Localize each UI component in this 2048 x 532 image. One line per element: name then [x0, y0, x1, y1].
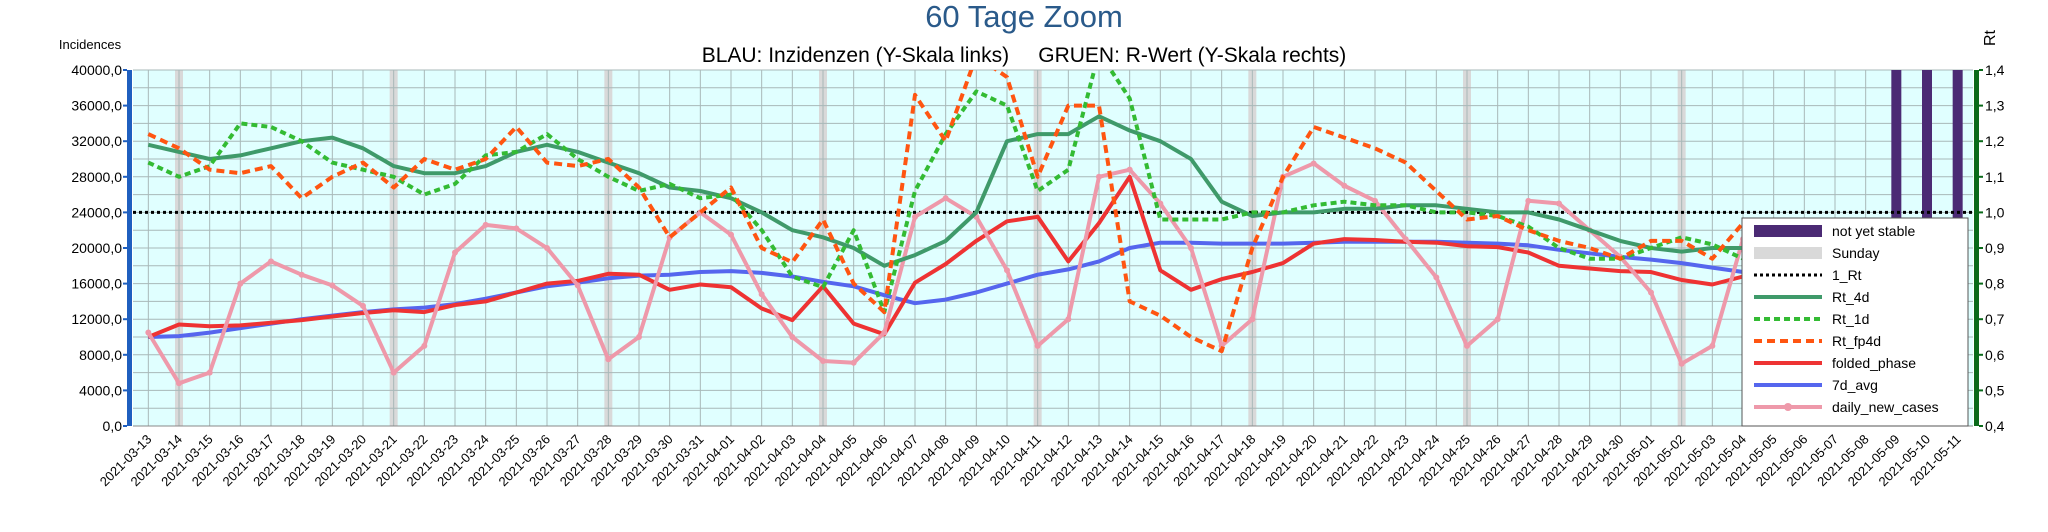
data-point-daily-new-cases — [1372, 197, 1378, 204]
data-point-daily-new-cases — [176, 380, 182, 387]
data-point-daily-new-cases — [1525, 197, 1532, 204]
y-tick-label-right: 0,4 — [1985, 418, 2005, 434]
series-line-rt-fp4d — [147, 70, 1960, 354]
chart-subtitle: BLAU: Inzidenzen (Y-Skala links) GRUEN: … — [702, 44, 1347, 67]
y-tick-label-right: 1,4 — [1985, 62, 2005, 78]
data-point-daily-new-cases — [1556, 200, 1562, 207]
data-point-daily-new-cases — [1126, 166, 1133, 173]
data-point-daily-new-cases — [390, 369, 397, 376]
y-axis-label-left: Incidences — [59, 37, 122, 52]
y-tick-label-left: 4000,0 — [79, 382, 122, 398]
data-point-daily-new-cases — [1004, 267, 1010, 274]
data-point-daily-new-cases — [360, 302, 366, 309]
data-point-daily-new-cases — [942, 195, 949, 202]
data-point-daily-new-cases — [145, 329, 152, 336]
y-tick-label-left: 28000,0 — [71, 169, 122, 185]
data-point-daily-new-cases — [1341, 182, 1348, 189]
data-point-daily-new-cases — [1464, 342, 1470, 349]
y-tick-label-left: 36000,0 — [71, 98, 122, 114]
y-tick-label-left: 24000,0 — [71, 204, 122, 220]
data-point-daily-new-cases — [544, 245, 550, 251]
series-line-rt-4d — [147, 114, 1959, 268]
data-point-daily-new-cases — [452, 249, 458, 256]
data-point-daily-new-cases — [1065, 316, 1072, 323]
data-point-daily-new-cases — [298, 271, 305, 278]
data-point-daily-new-cases — [1678, 360, 1685, 367]
data-point-daily-new-cases — [1709, 342, 1716, 349]
data-point-daily-new-cases — [912, 213, 918, 220]
data-point-daily-new-cases — [636, 334, 642, 340]
y-tick-label-left: 20000,0 — [71, 240, 122, 256]
series-line-folded-phase — [147, 174, 1959, 339]
y-tick-label-left: 8000,0 — [79, 347, 122, 363]
y-tick-label-right: 0,7 — [1985, 311, 2005, 327]
data-point-daily-new-cases — [1402, 236, 1409, 243]
chart-title: 60 Tage Zoom — [925, 0, 1123, 34]
y-tick-label-left: 32000,0 — [71, 133, 122, 149]
legend-label: folded_phase — [1832, 355, 1916, 371]
data-point-daily-new-cases — [1034, 342, 1041, 349]
data-point-daily-new-cases — [820, 358, 826, 365]
data-point-daily-new-cases — [1310, 160, 1317, 167]
legend-label: Rt_fp4d — [1832, 333, 1881, 349]
legend-label: Sunday — [1832, 245, 1879, 261]
data-point-daily-new-cases — [789, 334, 796, 340]
data-point-daily-new-cases — [268, 258, 274, 265]
legend-label: Rt_4d — [1832, 289, 1869, 305]
data-point-daily-new-cases — [1433, 274, 1440, 281]
data-point-daily-new-cases — [1494, 316, 1501, 323]
data-point-daily-new-cases — [728, 231, 734, 238]
data-point-daily-new-cases — [237, 280, 244, 287]
y-tick-label-right: 0,9 — [1985, 240, 2005, 256]
data-point-daily-new-cases — [329, 282, 336, 289]
right-axis-bar — [1974, 70, 1979, 426]
data-point-daily-new-cases — [574, 282, 581, 289]
legend-label: daily_new_cases — [1832, 399, 1939, 415]
y-tick-label-right: 1,1 — [1985, 169, 2005, 185]
legend-label: 1_Rt — [1832, 267, 1862, 283]
data-point-daily-new-cases — [758, 291, 765, 298]
legend-swatch-marker — [1784, 403, 1792, 411]
y-tick-label-right: 1,2 — [1985, 133, 2005, 149]
legend-swatch — [1754, 247, 1822, 259]
y-tick-label-left: 16000,0 — [71, 276, 122, 292]
data-point-daily-new-cases — [206, 369, 213, 376]
y-tick-label-left: 0,0 — [103, 418, 123, 434]
data-point-daily-new-cases — [850, 359, 857, 366]
y-axis-label-right: Rt — [1982, 29, 1999, 46]
y-tick-label-right: 1,3 — [1985, 98, 2005, 114]
legend-label: 7d_avg — [1832, 377, 1878, 393]
legend-swatch — [1754, 225, 1822, 237]
data-point-daily-new-cases — [1648, 289, 1654, 296]
left-axis-bar — [127, 70, 132, 426]
data-point-daily-new-cases — [605, 356, 612, 363]
series-line-daily-new-cases — [146, 161, 1960, 386]
legend-label: Rt_1d — [1832, 311, 1869, 327]
y-tick-label-right: 1,0 — [1985, 204, 2005, 220]
data-point-daily-new-cases — [1249, 316, 1256, 323]
data-point-daily-new-cases — [1188, 245, 1194, 251]
data-point-daily-new-cases — [881, 329, 888, 336]
legend-label: not yet stable — [1832, 223, 1915, 239]
data-point-daily-new-cases — [513, 225, 520, 232]
data-point-daily-new-cases — [482, 221, 489, 228]
y-tick-label-left: 12000,0 — [71, 311, 122, 327]
data-point-daily-new-cases — [1157, 200, 1164, 207]
y-tick-label-right: 0,5 — [1985, 382, 2005, 398]
data-point-daily-new-cases — [421, 342, 428, 349]
y-tick-label-right: 0,6 — [1985, 347, 2005, 363]
y-tick-label-right: 0,8 — [1985, 276, 2005, 292]
y-tick-label-left: 40000,0 — [71, 62, 122, 78]
data-point-daily-new-cases — [1096, 173, 1102, 180]
